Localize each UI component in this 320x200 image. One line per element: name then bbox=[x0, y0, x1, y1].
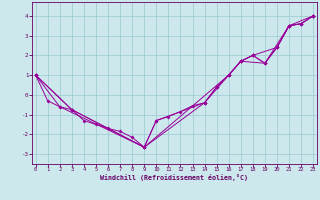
X-axis label: Windchill (Refroidissement éolien,°C): Windchill (Refroidissement éolien,°C) bbox=[100, 174, 248, 181]
